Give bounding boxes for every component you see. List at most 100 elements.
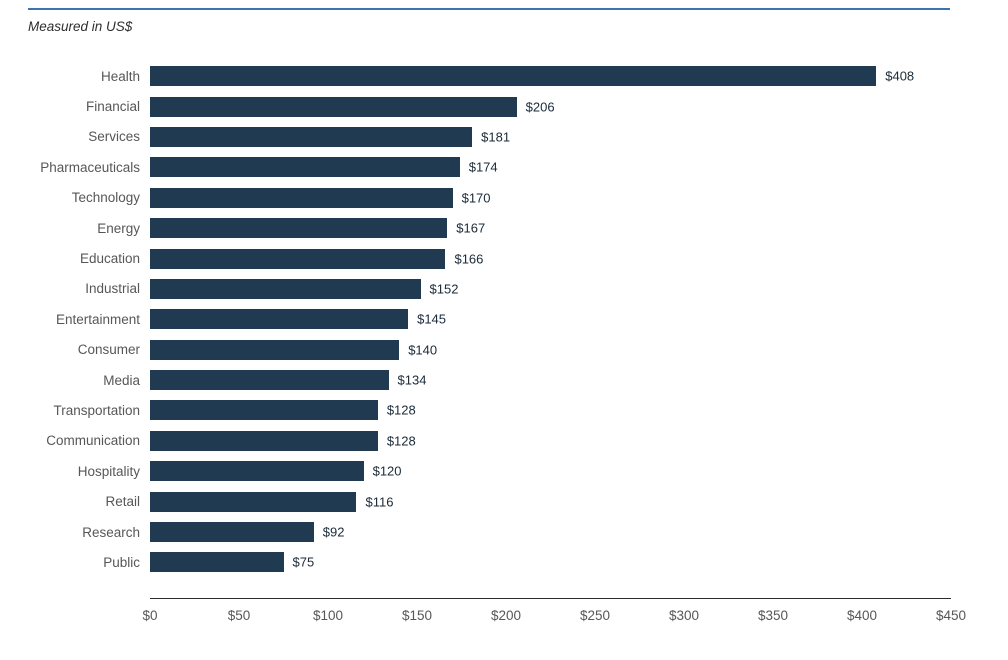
category-label: Pharmaceuticals [40, 159, 140, 175]
category-label: Education [79, 251, 140, 267]
bar-row: Services $181 [28, 122, 980, 152]
value-label: $75 [292, 554, 315, 570]
category-label: Energy [97, 220, 140, 236]
bar-row: Consumer $140 [28, 335, 980, 365]
value-label: $181 [481, 129, 511, 145]
bar-row: Hospitality $120 [28, 456, 980, 486]
x-tick-label: $200 [490, 608, 522, 623]
bar [150, 126, 473, 147]
bar [150, 157, 460, 178]
x-tick-label: $350 [757, 608, 789, 623]
x-axis-line [150, 598, 951, 599]
bar [150, 248, 446, 269]
bar-row: Health $408 [28, 61, 980, 91]
bar [150, 96, 517, 117]
x-tick-label: $300 [668, 608, 700, 623]
bar [150, 370, 389, 391]
bar-track: $408 [150, 66, 951, 87]
bar-row: Transportation $128 [28, 395, 980, 425]
bar-row: Entertainment $145 [28, 304, 980, 334]
bar-track: $174 [150, 157, 951, 178]
bar-track: $181 [150, 126, 951, 147]
bar-track: $140 [150, 339, 951, 360]
x-tick-label: $250 [579, 608, 611, 623]
category-label: Retail [105, 494, 140, 510]
bar [150, 522, 314, 543]
bar [150, 461, 364, 482]
bar-track: $167 [150, 218, 951, 239]
category-label: Transportation [53, 402, 140, 418]
bar [150, 400, 378, 421]
category-label: Financial [85, 99, 140, 115]
bar [150, 430, 378, 451]
value-label: $128 [386, 402, 416, 418]
category-label: Consumer [77, 342, 140, 358]
bar [150, 278, 421, 299]
bar [150, 187, 453, 208]
x-tick-label: $0 [142, 608, 158, 623]
bar-row: Industrial $152 [28, 274, 980, 304]
category-label: Industrial [85, 281, 140, 297]
value-label: $170 [461, 190, 491, 206]
x-axis-tick-labels: $0 $50 $100 $150 $200 $250 $300 $350 $400 $450 [0, 608, 1008, 628]
bar-rows: Health $408 Financial $206 Services $181… [28, 61, 980, 578]
value-label: $152 [429, 281, 459, 297]
value-label: $92 [322, 524, 345, 540]
bar-row: Research $92 [28, 517, 980, 547]
x-tick-label: $100 [312, 608, 344, 623]
bar-chart-plot: Health $408 Financial $206 Services $181… [28, 61, 980, 578]
category-label: Research [82, 524, 140, 540]
bar-track: $152 [150, 278, 951, 299]
bar-track: $92 [150, 522, 951, 543]
x-tick-label: $50 [227, 608, 251, 623]
bar-track: $170 [150, 187, 951, 208]
category-label: Hospitality [77, 463, 140, 479]
x-tick-label: $400 [846, 608, 878, 623]
value-label: $120 [372, 463, 402, 479]
bar [150, 66, 877, 87]
bar [150, 218, 448, 239]
bar-track: $128 [150, 430, 951, 451]
value-label: $408 [885, 68, 915, 84]
category-label: Media [103, 372, 140, 388]
value-label: $206 [525, 99, 555, 115]
bar-track: $116 [150, 491, 951, 512]
chart-note: Measured in US$ [28, 19, 133, 34]
value-label: $166 [454, 251, 484, 267]
value-label: $174 [468, 159, 498, 175]
bar [150, 491, 357, 512]
bar-track: $128 [150, 400, 951, 421]
bar-row: Technology $170 [28, 183, 980, 213]
bar-track: $206 [150, 96, 951, 117]
x-tick-label: $150 [401, 608, 433, 623]
bar [150, 552, 284, 573]
category-label: Services [88, 129, 140, 145]
category-label: Entertainment [55, 311, 140, 327]
value-label: $116 [365, 494, 394, 510]
bar [150, 309, 409, 330]
bar-track: $166 [150, 248, 951, 269]
bar-row: Financial $206 [28, 91, 980, 121]
bar-row: Education $166 [28, 243, 980, 273]
value-label: $145 [417, 311, 447, 327]
value-label: $167 [456, 220, 486, 236]
bar-row: Public $75 [28, 547, 980, 577]
bar-track: $145 [150, 309, 951, 330]
category-label: Health [100, 68, 140, 84]
x-tick-label: $450 [935, 608, 967, 623]
bar-row: Media $134 [28, 365, 980, 395]
value-label: $128 [386, 433, 416, 449]
bar-row: Communication $128 [28, 426, 980, 456]
value-label: $134 [397, 372, 427, 388]
bar-row: Retail $116 [28, 486, 980, 516]
bar-track: $75 [150, 552, 951, 573]
category-label: Public [103, 554, 140, 570]
bar-row: Energy $167 [28, 213, 980, 243]
bar-row: Pharmaceuticals $174 [28, 152, 980, 182]
bar-track: $134 [150, 370, 951, 391]
category-label: Technology [71, 190, 140, 206]
bar-track: $120 [150, 461, 951, 482]
category-label: Communication [46, 433, 140, 449]
value-label: $140 [408, 342, 438, 358]
